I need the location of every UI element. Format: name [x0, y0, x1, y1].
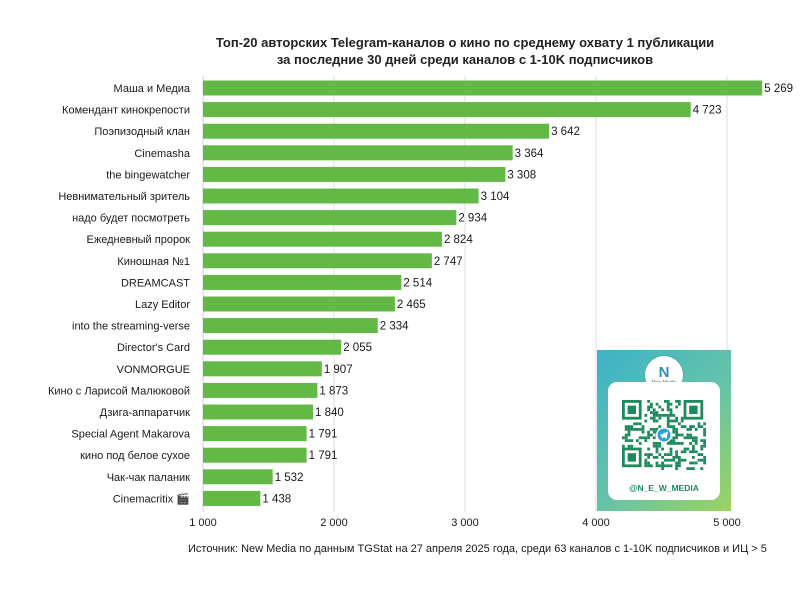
qr-card: @N_E_W_MEDIA	[608, 382, 720, 500]
category-label: VONMORGUE	[117, 364, 190, 376]
value-label: 3 104	[481, 191, 510, 203]
x-tick-label: 5 000	[713, 517, 741, 529]
category-label: the bingewatcher	[106, 169, 190, 181]
qr-code[interactable]	[622, 400, 706, 472]
value-label: 1 438	[262, 493, 291, 505]
source-note: Источник: New Media по данным TGStat на …	[188, 543, 767, 555]
channel-handle: @N_E_W_MEDIA	[629, 483, 699, 493]
bar	[203, 80, 763, 96]
category-label: Киношная №1	[117, 256, 190, 268]
telegram-icon	[656, 427, 672, 443]
value-label: 3 642	[551, 126, 580, 138]
value-label: 1 791	[309, 450, 338, 462]
category-label: кино под белое сухое	[80, 450, 190, 462]
value-label: 5 269	[764, 83, 793, 95]
value-label: 2 334	[380, 321, 409, 333]
value-label: 1 840	[315, 407, 344, 419]
chart-title-line2: за последние 30 дней среди каналов с 1-1…	[276, 52, 654, 67]
value-label: 2 465	[397, 299, 426, 311]
category-label: Cinemasha	[134, 148, 191, 160]
category-label: into the streaming-verse	[72, 321, 190, 333]
logo-letter: N	[658, 363, 670, 381]
category-label: Special Agent Makarova	[71, 429, 191, 441]
bar	[203, 296, 395, 312]
bar	[203, 361, 322, 377]
bar	[203, 231, 442, 247]
category-label: Cinemacritix 🎬	[113, 492, 190, 505]
category-label: Дзига-аппаратчик	[100, 407, 191, 419]
category-label: DREAMCAST	[121, 277, 190, 289]
bar	[203, 490, 261, 506]
value-label: 3 308	[507, 169, 536, 181]
bar	[203, 426, 307, 442]
bar	[203, 210, 457, 226]
bar	[203, 188, 479, 204]
x-tick-label: 3 000	[451, 517, 479, 529]
x-tick-label: 1 000	[189, 517, 217, 529]
value-label: 2 934	[458, 213, 487, 225]
bar	[203, 382, 318, 398]
value-label: 1 791	[309, 429, 338, 441]
bar	[203, 469, 273, 485]
bar	[203, 166, 506, 182]
category-label: Комендант кинокрепости	[62, 105, 190, 117]
category-label: Невнимательный зритель	[58, 191, 190, 203]
bar	[203, 447, 307, 463]
x-tick-label: 4 000	[582, 517, 610, 529]
value-label: 1 532	[275, 472, 304, 484]
category-label: Lazy Editor	[135, 299, 190, 311]
category-label: Маша и Медиа	[114, 83, 191, 95]
bar	[203, 318, 378, 334]
category-label: Director's Card	[117, 342, 190, 354]
category-label: Кино с Ларисой Малюковой	[48, 385, 190, 397]
value-label: 2 055	[343, 342, 372, 354]
chart-title-line1: Топ-20 авторских Telegram-каналов о кино…	[215, 35, 715, 50]
promo-qr-block: N New Media @N_E_W_MEDIA	[597, 350, 731, 511]
value-label: 4 723	[693, 105, 722, 117]
bar	[203, 123, 550, 139]
bar	[203, 274, 402, 290]
value-label: 1 873	[319, 385, 348, 397]
value-label: 1 907	[324, 364, 353, 376]
bar	[203, 404, 314, 420]
bar	[203, 339, 342, 355]
value-label: 2 747	[434, 256, 463, 268]
bar	[203, 145, 513, 161]
category-label: Поэпизодный клан	[94, 126, 190, 138]
bar	[203, 253, 432, 269]
category-label: Ежедневный пророк	[87, 234, 191, 246]
chart-title: Топ-20 авторских Telegram-каналов о кино…	[0, 34, 800, 68]
value-label: 2 514	[403, 277, 432, 289]
value-label: 2 824	[444, 234, 473, 246]
value-label: 3 364	[515, 148, 544, 160]
category-label: надо будет посмотреть	[72, 213, 190, 225]
bar	[203, 102, 691, 118]
category-label: Чак-чак паланик	[107, 472, 190, 484]
x-tick-label: 2 000	[320, 517, 348, 529]
